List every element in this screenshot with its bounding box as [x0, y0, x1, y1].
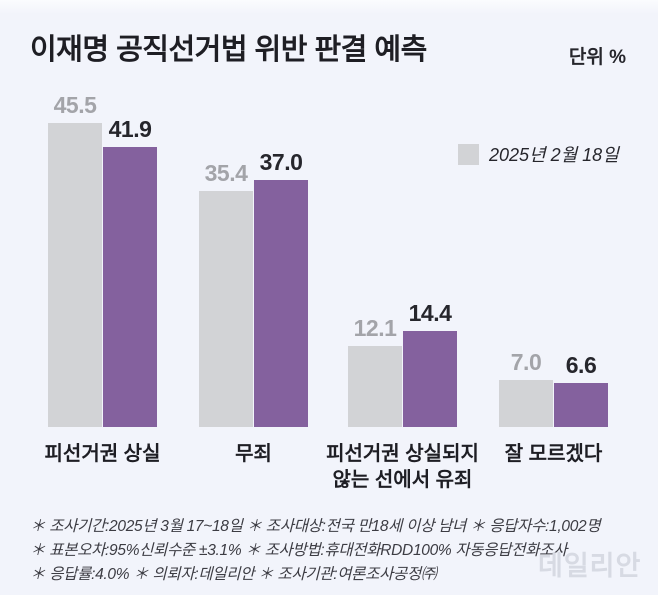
- bar: 12.1: [348, 315, 402, 427]
- watermark-logo: 데일리안: [538, 551, 642, 581]
- bar-value-label: 7.0: [510, 349, 542, 375]
- legend-label: 2025년 2월 18일: [489, 145, 619, 165]
- legend: 2025년 2월 18일: [458, 141, 619, 167]
- footnotes: ＊ 조사기간:2025년 3월 17~18일 ＊ 조사대상:전국 만18세 이상…: [30, 515, 601, 587]
- bar: 6.6: [554, 352, 608, 427]
- bar-value-label: 14.4: [408, 300, 452, 326]
- category-label: 피선거권 상실: [44, 443, 161, 465]
- legend-swatch-gray: [458, 143, 479, 165]
- bar: 41.9: [103, 116, 157, 427]
- footnote-line: ＊ 조사기간:2025년 3월 17~18일 ＊ 조사대상:전국 만18세 이상…: [30, 518, 601, 535]
- bar-value-label: 45.5: [53, 92, 97, 118]
- unit-label: 단위 %: [568, 47, 626, 68]
- bar-value-label: 6.6: [565, 352, 597, 378]
- bar: 7.0: [499, 349, 553, 427]
- bar: 14.4: [403, 300, 457, 427]
- footnote-line: ＊ 표본오차:95%신뢰수준 ±3.1% ＊ 조사방법:휴대전화RDD100% …: [30, 542, 568, 559]
- bar: 35.4: [199, 160, 253, 427]
- bar: 45.5: [48, 92, 102, 427]
- bar-value-label: 37.0: [259, 149, 303, 175]
- footnote-line: ＊ 응답률:4.0% ＊ 의뢰자:데일리안 ＊ 조사기관:여론조사공정㈜: [30, 566, 437, 583]
- bar-value-label: 35.4: [204, 160, 248, 186]
- bar-value-label: 41.9: [108, 116, 152, 142]
- category-label: 피선거권 상실되지 않는 선에서 유죄: [326, 443, 479, 491]
- chart-title: 이재명 공직선거법 위반 판결 예측: [30, 34, 427, 66]
- bar-value-label: 12.1: [353, 315, 397, 341]
- category-label: 무죄: [235, 443, 272, 465]
- bar: 37.0: [254, 149, 308, 427]
- category-label: 잘 모르겠다: [504, 443, 603, 465]
